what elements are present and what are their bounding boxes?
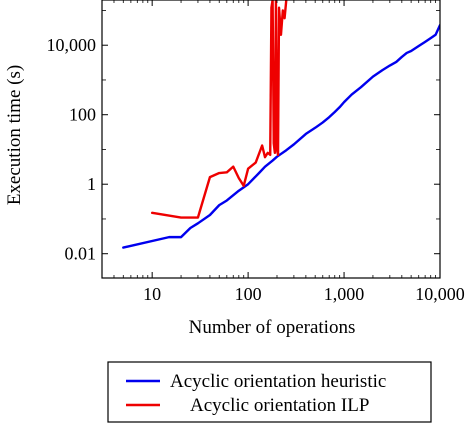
axes-layer: 10 100 1,000 10,000 0.01 1 100 10,000 (47, 0, 465, 304)
series-line-1 (150, 0, 288, 219)
x-tick-label: 10,000 (415, 284, 465, 304)
legend-label-heuristic: Acyclic orientation heuristic (170, 371, 386, 392)
legend-box (107, 361, 432, 423)
y-tick-label: 0.01 (65, 244, 97, 264)
legend: Acyclic orientation heuristic Acyclic or… (107, 361, 432, 423)
y-tick-label: 1 (87, 174, 96, 194)
legend-label-ilp: Acyclic orientation ILP (190, 395, 369, 416)
x-axis-title: Number of operations (189, 317, 356, 338)
series-line-0 (122, 23, 440, 249)
plot-frame (101, 0, 441, 279)
y-tick-label: 100 (69, 105, 96, 125)
series-layer (122, 0, 440, 249)
y-tick-label: 10,000 (47, 35, 97, 55)
x-tick-label: 10 (143, 284, 161, 304)
x-tick-label: 100 (235, 284, 262, 304)
x-tick-label: 1,000 (324, 284, 365, 304)
y-axis-title: Execution time (s) (4, 65, 25, 205)
